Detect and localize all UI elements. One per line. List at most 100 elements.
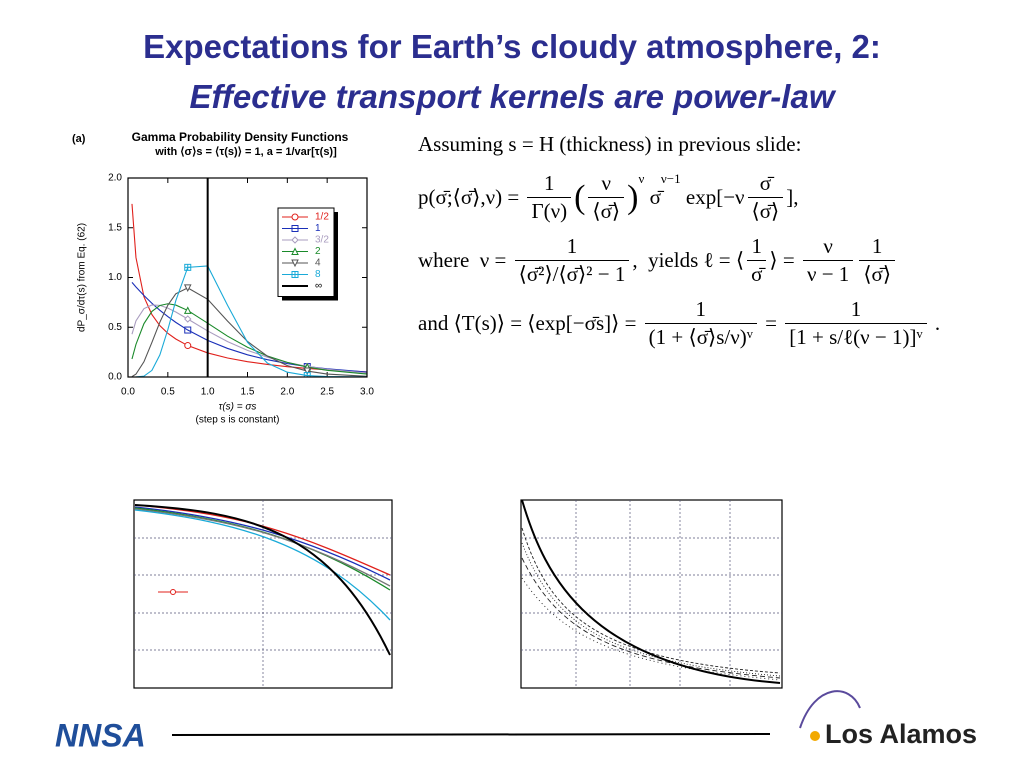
equation-text: σ̄ — [644, 185, 661, 209]
denominator: ⟨σ̄⟩ — [588, 197, 625, 224]
equation-text: p(σ̄;⟨σ̄⟩,ν) = — [418, 185, 525, 209]
curves — [134, 504, 391, 656]
marker — [291, 225, 299, 232]
fraction: 1 [1 + s/ℓ(ν − 1)]ᵛ — [785, 297, 927, 350]
numerator: 1 — [544, 171, 555, 195]
numerator: 1 — [695, 297, 707, 321]
marker — [184, 326, 192, 334]
marker — [291, 247, 299, 255]
denominator: ⟨σ̄²⟩/⟨σ̄⟩² − 1 — [514, 260, 630, 287]
logo-text: Los Alamos — [825, 719, 977, 749]
plot-lines — [131, 178, 367, 377]
marker — [291, 259, 299, 268]
equation-text: = — [759, 311, 783, 335]
marker — [291, 236, 299, 244]
equation-text: where ν = — [418, 248, 512, 272]
numerator: 1 — [751, 234, 763, 258]
grid — [521, 500, 782, 688]
x-tick-label: 1.0 — [201, 387, 215, 398]
lower-right-plot — [520, 499, 783, 689]
x-axis-note: (step s is constant) — [196, 415, 280, 426]
x-tick-label: 0.5 — [161, 387, 175, 398]
equation-text: exp[−ν — [680, 185, 745, 209]
footer-rule — [171, 733, 771, 736]
series-line — [131, 304, 367, 374]
y-tick-label: 1.5 — [108, 222, 122, 233]
legend-label: 2 — [315, 246, 321, 257]
plot-frame — [127, 177, 368, 378]
legend-box — [277, 207, 335, 297]
x-tick-label: 3.0 — [360, 387, 374, 398]
marker — [303, 367, 312, 376]
slide-title: Expectations for Earth’s cloudy atmosphe… — [143, 28, 881, 65]
denominator: [1 + s/ℓ(ν − 1)]ᵛ — [785, 323, 927, 350]
fraction: 1 (1 + ⟨σ̄⟩s/ν)ᵛ — [644, 297, 757, 350]
lower-left-plot — [133, 499, 393, 689]
marker — [291, 213, 299, 221]
fraction: 1 ⟨σ̄²⟩/⟨σ̄⟩² − 1 — [514, 234, 630, 287]
lanl-logo: Los Alamos — [799, 690, 977, 749]
numerator: 1 — [871, 234, 883, 258]
equation-text: and ⟨T(s)⟩ = ⟨exp[−σ̄s]⟩ = — [418, 311, 642, 335]
equations: Assuming s = H (thickness) in previous s… — [418, 132, 940, 360]
legend-label: 8 — [315, 269, 321, 280]
fraction: σ̄ ⟨σ̄⟩ — [747, 171, 784, 224]
x-tick-label: 0.0 — [121, 387, 135, 398]
panel-label: (a) — [72, 133, 86, 145]
marker — [183, 284, 192, 292]
denominator: σ̄ — [747, 260, 767, 287]
equation-text: . — [929, 311, 941, 335]
fraction: 1 Γ(ν) — [527, 171, 572, 224]
chart: (a) Gamma Probability Density Functions wi… — [72, 130, 374, 426]
x-axis-label: τ(s) = σs — [219, 402, 257, 413]
frame — [520, 499, 783, 689]
series-line — [131, 265, 367, 377]
equation-text: ], — [786, 185, 799, 209]
numerator: ν — [823, 234, 833, 258]
curves — [521, 499, 781, 684]
equation-text: ( — [574, 178, 586, 216]
legend-label: ∞ — [315, 281, 322, 292]
denominator: Γ(ν) — [527, 197, 572, 224]
marker — [184, 315, 192, 323]
grid — [134, 500, 392, 688]
legend-label: 1/2 — [315, 212, 329, 223]
equation-text: , yields ℓ = ⟨ — [632, 248, 745, 272]
equation: where ν = 1 ⟨σ̄²⟩/⟨σ̄⟩² − 1, yields ℓ = ⟨… — [418, 234, 940, 287]
fraction: 1 ⟨σ̄⟩ — [859, 234, 896, 287]
numerator: 1 — [850, 297, 862, 321]
marker — [183, 306, 192, 314]
numerator: σ̄ — [759, 171, 772, 195]
lower-figures: NNSA Los Alamos — [55, 499, 977, 753]
legend-label: 3/2 — [315, 235, 329, 246]
series-line — [131, 203, 367, 373]
denominator: ⟨σ̄⟩ — [859, 260, 896, 287]
intro: Assuming s = H (thickness) in previous s… — [418, 132, 802, 156]
nnsa-logo: NNSA — [55, 717, 146, 753]
y-tick-label: 0.0 — [108, 372, 122, 383]
equation: p(σ̄;⟨σ̄⟩,ν) = 1 Γ(ν)(ν ⟨σ̄⟩) ν σ̄ ν−1 exp[−… — [418, 171, 940, 224]
y-axis-label: dP_σ/dτ(s) from Eq. (62) — [77, 223, 88, 332]
equation-text: ) — [627, 178, 639, 216]
marker — [184, 342, 192, 350]
legend-marker — [170, 589, 176, 595]
chart-subtitle: with ⟨σ⟩s = ⟨τ(s)⟩ = 1, a = 1/var[τ(s)] — [154, 146, 337, 158]
superscript: ν — [638, 171, 645, 186]
x-tick-label: 1.5 — [241, 387, 255, 398]
legend-label: 1 — [315, 223, 321, 234]
superscript: ν−1 — [660, 171, 681, 186]
numerator: 1 — [566, 234, 578, 258]
x-tick-label: 2.5 — [320, 387, 334, 398]
y-tick-label: 0.5 — [108, 322, 122, 333]
logo-text: NNSA — [55, 717, 146, 753]
series-line — [131, 303, 367, 375]
legend-label: 4 — [315, 258, 321, 269]
y-tick-label: 1.0 — [108, 272, 122, 283]
numerator: ν — [601, 171, 612, 195]
series-line — [131, 287, 367, 377]
chart-title: Gamma Probability Density Functions — [132, 130, 349, 144]
equation-text: ⟩ = — [769, 248, 800, 272]
fraction: ν ⟨σ̄⟩ — [588, 171, 625, 224]
